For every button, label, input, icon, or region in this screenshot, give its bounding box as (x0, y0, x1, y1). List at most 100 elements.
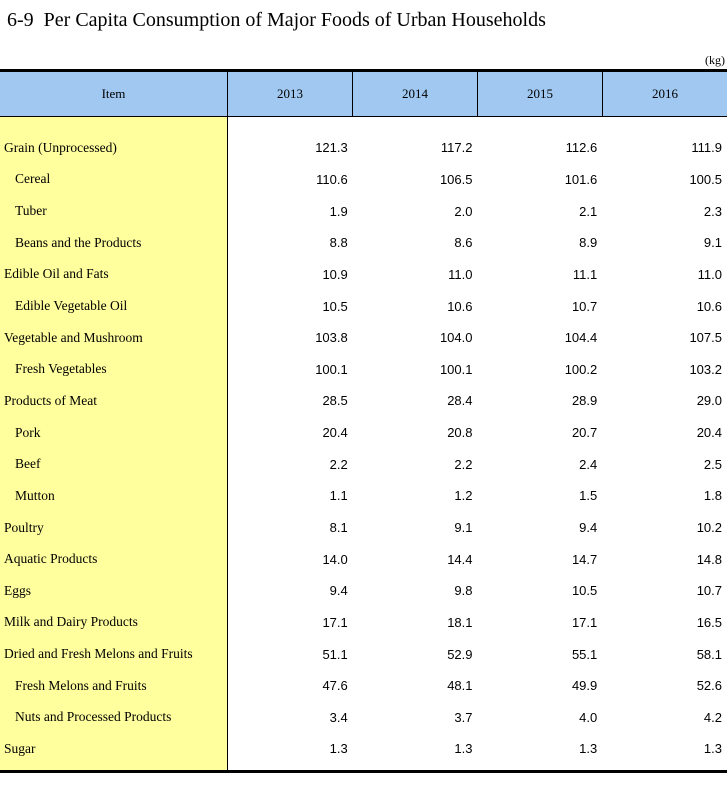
row-label: Cereal (15, 171, 51, 187)
cell-value: 4.0 (579, 709, 598, 725)
row-label: Pork (15, 424, 41, 440)
table-row: Fresh Vegetables 100.1 100.1 100.2 103.2 (0, 353, 727, 385)
cell-value: 104.0 (439, 330, 473, 346)
cell-value: 1.8 (703, 488, 722, 504)
cell-value: 2.3 (703, 203, 722, 219)
cell-value: 112.6 (565, 140, 598, 156)
cell-value: 117.2 (440, 140, 473, 156)
table-row: Grain (Unprocessed) 121.3 117.2 112.6 111.9 (0, 132, 727, 164)
row-label: Eggs (4, 582, 31, 598)
cell-value: 52.9 (447, 646, 473, 662)
cell-value: 16.5 (696, 614, 722, 630)
cell-value: 110.6 (316, 171, 348, 187)
header-cell-2014: 2014 (353, 72, 478, 116)
row-label: Edible Vegetable Oil (15, 298, 128, 314)
table-row: Eggs 9.4 9.8 10.5 10.7 (0, 575, 727, 607)
row-label: Nuts and Processed Products (15, 709, 172, 725)
unit-label: (kg) (705, 53, 725, 67)
data-table: Item 2013 2014 2015 2016 Grain (Unproces… (0, 69, 727, 773)
cell-value: 10.5 (571, 583, 598, 599)
row-label: Aquatic Products (4, 551, 98, 567)
table-body: Grain (Unprocessed) 121.3 117.2 112.6 111.9 C… (0, 117, 727, 770)
row-label: Products of Meat (4, 392, 97, 408)
cell-value: 28.9 (571, 393, 598, 409)
cell-value: 1.3 (454, 741, 473, 757)
table-row: Tuber 1.9 2.0 2.1 2.3 (0, 195, 727, 227)
table-row: Sugar 1.3 1.3 1.3 1.3 (0, 733, 727, 765)
cell-value: 17.1 (322, 614, 348, 630)
cell-value: 3.4 (329, 709, 348, 725)
page: 6-9 Per Capita Consumption of Major Food… (0, 7, 727, 802)
table-row: Nuts and Processed Products 3.4 3.7 4.0 4.2 (0, 702, 727, 734)
header-cell-2013: 2013 (228, 72, 353, 116)
cell-value: 48.1 (447, 678, 473, 694)
cell-value: 11.1 (572, 266, 598, 282)
cell-value: 10.6 (447, 298, 473, 314)
row-label: Mutton (15, 487, 55, 503)
table-row: Aquatic Products 14.0 14.4 14.7 14.8 (0, 543, 727, 575)
cell-value: 10.7 (571, 298, 598, 314)
cell-value: 20.4 (322, 425, 348, 441)
cell-value: 10.7 (696, 583, 722, 599)
cell-value: 55.1 (571, 646, 598, 662)
header-cell-item: Item (0, 72, 228, 116)
table-row: Edible Oil and Fats 10.9 11.0 11.1 11.0 (0, 259, 727, 291)
table-row: Dried and Fresh Melons and Fruits 51.1 52.… (0, 638, 727, 670)
cell-value: 100.1 (439, 361, 473, 377)
cell-value: 47.6 (322, 678, 348, 694)
cell-value: 3.7 (454, 709, 473, 725)
cell-value: 20.7 (571, 425, 598, 441)
cell-value: 103.2 (689, 361, 722, 377)
cell-value: 100.1 (315, 361, 348, 377)
cell-value: 1.3 (579, 741, 598, 757)
cell-value: 17.1 (571, 614, 598, 630)
cell-value: 11.0 (448, 266, 473, 282)
cell-value: 121.3 (315, 140, 348, 156)
cell-value: 28.5 (322, 393, 348, 409)
cell-value: 2.1 (579, 203, 598, 219)
row-label: Fresh Vegetables (15, 361, 107, 377)
row-label: Edible Oil and Fats (4, 266, 109, 282)
cell-value: 9.1 (703, 235, 722, 251)
page-title: 6-9 Per Capita Consumption of Major Food… (7, 9, 546, 31)
cell-value: 28.4 (447, 393, 473, 409)
table-row: Milk and Dairy Products 17.1 18.1 17.1 16.5 (0, 607, 727, 639)
cell-value: 18.1 (447, 614, 473, 630)
cell-value: 101.6 (564, 171, 598, 187)
table-row: Mutton 1.1 1.2 1.5 1.8 (0, 480, 727, 512)
cell-value: 11.0 (697, 266, 722, 282)
cell-value: 103.8 (315, 330, 348, 346)
table-row: Poultry 8.1 9.1 9.4 10.2 (0, 512, 727, 544)
cell-value: 58.1 (696, 646, 722, 662)
cell-value: 9.4 (329, 583, 348, 599)
cell-value: 10.5 (322, 298, 348, 314)
row-label: Fresh Melons and Fruits (15, 677, 147, 693)
table-header: Item 2013 2014 2015 2016 (0, 72, 727, 117)
row-label: Beans and the Products (15, 234, 142, 250)
cell-value: 2.4 (579, 456, 598, 472)
cell-value: 8.8 (329, 235, 348, 251)
cell-value: 106.5 (439, 171, 473, 187)
cell-value: 9.1 (454, 520, 473, 535)
row-label: Beef (15, 456, 41, 472)
cell-value: 1.9 (329, 203, 348, 219)
cell-value: 14.0 (322, 551, 348, 567)
cell-value: 1.3 (703, 741, 722, 757)
table-row: Beans and the Products 8.8 8.6 8.9 9.1 (0, 227, 727, 259)
table-row: Cereal 110.6 106.5 101.6 100.5 (0, 164, 727, 196)
cell-value: 111.9 (691, 140, 722, 156)
cell-value: 2.5 (703, 456, 722, 472)
cell-value: 14.7 (571, 551, 598, 567)
cell-value: 29.0 (696, 393, 722, 409)
cell-value: 9.8 (454, 583, 473, 599)
cell-value: 14.4 (447, 551, 473, 567)
row-label: Grain (Unprocessed) (4, 139, 117, 155)
row-label: Tuber (15, 203, 47, 219)
cell-value: 52.6 (696, 678, 722, 694)
cell-value: 104.4 (564, 330, 598, 346)
cell-value: 100.2 (564, 361, 598, 377)
cell-value: 10.2 (696, 520, 722, 535)
header-cell-2015: 2015 (478, 72, 603, 116)
row-label: Poultry (4, 519, 44, 535)
table-row: Pork 20.4 20.8 20.7 20.4 (0, 417, 727, 449)
